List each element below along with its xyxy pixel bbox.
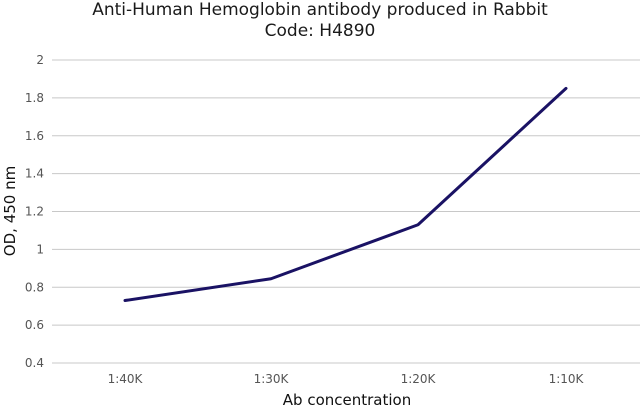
y-tick-labels: 0.4 0.6 0.8 1 1.2 1.4 1.6 1.8 2 [25, 53, 44, 370]
chart-title: Anti-Human Hemoglobin antibody produced … [92, 0, 548, 20]
x-tick-labels: 1:40K 1:30K 1:20K 1:10K [108, 372, 585, 386]
y-tick-label: 2 [36, 53, 44, 67]
series-line [123, 86, 568, 303]
gridlines [52, 59, 640, 364]
y-tick-label: 1.2 [25, 205, 44, 219]
x-tick-label: 1:20K [401, 372, 437, 386]
x-axis-title: Ab concentration [283, 391, 411, 409]
y-tick-label: 1.8 [25, 91, 44, 105]
y-tick-label: 1.6 [25, 129, 44, 143]
series-lines [123, 86, 568, 303]
y-tick-label: 1 [36, 242, 44, 256]
x-tick-label: 1:40K [108, 372, 144, 386]
x-tick-label: 1:10K [549, 372, 585, 386]
y-tick-label: 0.8 [25, 280, 44, 294]
chart-title-block: Anti-Human Hemoglobin antibody produced … [0, 0, 640, 42]
y-tick-label: 0.4 [25, 356, 44, 370]
y-tick-label: 1.4 [25, 167, 44, 181]
y-tick-label: 0.6 [25, 318, 44, 332]
y-axis-title: OD, 450 nm [1, 166, 19, 256]
x-tick-label: 1:30K [254, 372, 290, 386]
chart-subtitle: Code: H4890 [264, 21, 376, 41]
